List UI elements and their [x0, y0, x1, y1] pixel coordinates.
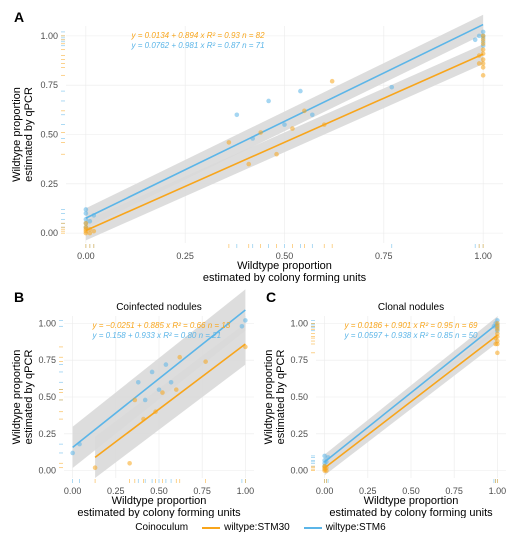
svg-text:0.25: 0.25 — [40, 179, 58, 189]
svg-text:y = −0.0251 + 0.885 x R² = 0: y = −0.0251 + 0.885 x R² = 0.66 n = 13 — [92, 321, 231, 330]
svg-text:0.00: 0.00 — [290, 466, 308, 476]
svg-text:0.75: 0.75 — [375, 251, 393, 261]
svg-text:Wildtype proportionestimated b: Wildtype proportionestimated by qPCR — [11, 350, 35, 445]
svg-text:y = 0.0762 + 0.981 x R² = 0.: y = 0.0762 + 0.981 x R² = 0.87 n = 71 — [131, 41, 265, 50]
svg-text:0.50: 0.50 — [40, 130, 58, 140]
svg-text:0.75: 0.75 — [290, 355, 308, 365]
svg-text:0.50: 0.50 — [290, 392, 308, 402]
legend-line-stm30 — [202, 527, 220, 529]
svg-text:Wildtype proportionestimated b: Wildtype proportionestimated by qPCR — [11, 87, 35, 182]
panel-b: BCoinfected nodules0.000.000.250.250.500… — [8, 288, 260, 518]
svg-text:1.00: 1.00 — [38, 318, 56, 328]
svg-text:Wildtype proportion: Wildtype proportion — [112, 495, 207, 507]
svg-text:0.00: 0.00 — [40, 228, 58, 238]
svg-text:0.75: 0.75 — [40, 80, 58, 90]
svg-text:estimated by colony forming un: estimated by colony forming units — [203, 272, 367, 283]
panel-c: CClonal nodules0.000.000.250.250.500.500… — [260, 288, 512, 518]
svg-text:0.25: 0.25 — [290, 429, 308, 439]
svg-text:y = 0.158 + 0.933 x R² = 0.: y = 0.158 + 0.933 x R² = 0.80 n = 21 — [92, 331, 222, 340]
svg-text:0.00: 0.00 — [64, 486, 82, 496]
svg-text:0.75: 0.75 — [38, 355, 56, 365]
svg-text:estimated by colony forming un: estimated by colony forming units — [329, 507, 493, 518]
svg-text:y = 0.0134 + 0.894 x R² = 0.: y = 0.0134 + 0.894 x R² = 0.93 n = 82 — [131, 31, 266, 40]
panel-a: A0.000.000.250.250.500.500.750.751.001.0… — [8, 8, 513, 283]
svg-text:0.00: 0.00 — [316, 486, 334, 496]
legend-item-stm6: wiltype:STM6 — [304, 522, 386, 533]
svg-text:1.00: 1.00 — [290, 318, 308, 328]
svg-text:Clonal nodules: Clonal nodules — [378, 302, 444, 313]
legend: Coinoculum wiltype:STM30 wiltype:STM6 — [8, 522, 513, 533]
svg-text:1.00: 1.00 — [489, 486, 507, 496]
svg-text:0.25: 0.25 — [176, 251, 194, 261]
svg-text:0.00: 0.00 — [38, 466, 56, 476]
legend-title: Coinoculum — [135, 522, 188, 533]
svg-text:1.00: 1.00 — [474, 251, 492, 261]
svg-text:A: A — [14, 9, 24, 25]
svg-text:0.50: 0.50 — [38, 392, 56, 402]
legend-label-stm30: wiltype:STM30 — [224, 522, 290, 533]
svg-text:1.00: 1.00 — [237, 486, 255, 496]
svg-text:0.00: 0.00 — [77, 251, 95, 261]
svg-text:y = 0.0186 + 0.901 x R² = 0.: y = 0.0186 + 0.901 x R² = 0.95 n = 69 — [344, 321, 479, 330]
figure-root: A 0.00 0.00 0.25 0.25 0.50 0.50 0.75 0.75 1.00 1.0… — [8, 8, 513, 533]
svg-text:1.00: 1.00 — [40, 31, 58, 41]
svg-text:y = 0.0597 + 0.938 x R² = 0.: y = 0.0597 + 0.938 x R² = 0.85 n = 50 — [344, 331, 479, 340]
svg-text:Wildtype proportion: Wildtype proportion — [237, 260, 332, 272]
svg-text:estimated by colony forming un: estimated by colony forming units — [77, 507, 241, 518]
legend-item-stm30: wiltype:STM30 — [202, 522, 290, 533]
svg-text:Wildtype proportionestimated b: Wildtype proportionestimated by qPCR — [263, 350, 287, 445]
svg-text:C: C — [266, 289, 276, 305]
svg-text:Coinfected nodules: Coinfected nodules — [116, 302, 202, 313]
svg-text:Wildtype proportion: Wildtype proportion — [364, 495, 459, 507]
svg-text:0.25: 0.25 — [38, 429, 56, 439]
legend-line-stm6 — [304, 527, 322, 529]
svg-text:B: B — [14, 289, 24, 305]
legend-label-stm6: wiltype:STM6 — [326, 522, 386, 533]
